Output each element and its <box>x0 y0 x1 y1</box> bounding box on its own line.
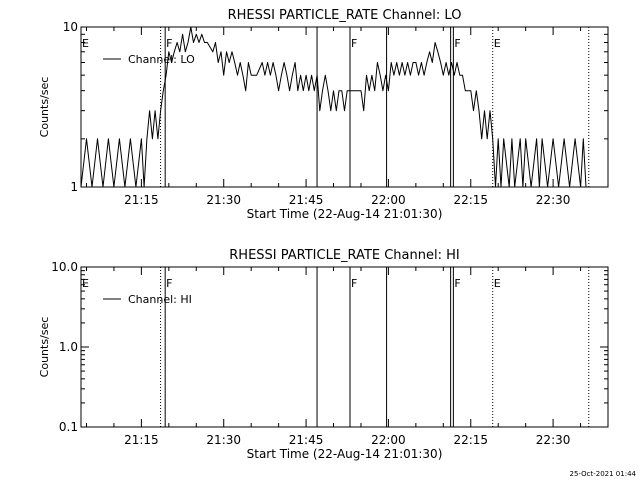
x-axis-label: Start Time (22-Aug-14 21:01:30) <box>247 207 443 221</box>
x-axis-label: Start Time (22-Aug-14 21:01:30) <box>247 447 443 461</box>
legend: Channel: HI <box>103 293 192 306</box>
y-tick-label: 1 <box>70 180 78 194</box>
panel-lo: RHESSI PARTICLE_RATE Channel: LO Counts/s… <box>38 8 609 221</box>
y-axis-label: Counts/sec <box>38 77 51 138</box>
legend-entry: Channel: HI <box>128 293 192 306</box>
y-tick-label: 1.0 <box>59 340 78 354</box>
event-marker-label: E <box>82 37 89 50</box>
y-tick-label: 0.1 <box>59 420 78 434</box>
chart-title: RHESSI PARTICLE_RATE Channel: HI <box>229 248 459 263</box>
x-tick-label: 21:15 <box>124 433 159 447</box>
event-marker-label: F <box>166 37 172 50</box>
event-marker-label: F <box>351 37 357 50</box>
x-tick-label: 21:15 <box>124 193 159 207</box>
panel-hi: RHESSI PARTICLE_RATE Channel: HI Counts/s… <box>38 248 609 461</box>
event-marker-label: F <box>454 277 460 290</box>
event-marker-label: F <box>351 277 357 290</box>
x-tick-label: 22:15 <box>453 433 488 447</box>
event-marker-label: F <box>166 277 172 290</box>
x-tick-label: 21:30 <box>206 193 241 207</box>
legend: Channel: LO <box>103 53 195 66</box>
plot-frame <box>80 26 609 188</box>
x-tick-label: 21:45 <box>289 433 324 447</box>
x-tick-label: 21:45 <box>289 193 324 207</box>
generated-timestamp: 25-Oct-2021 01:44 <box>570 470 637 478</box>
x-tick-label: 21:30 <box>206 433 241 447</box>
x-tick-label: 22:30 <box>536 193 571 207</box>
y-tick-label: 10 <box>63 20 78 34</box>
x-tick-label: 22:00 <box>371 193 406 207</box>
x-tick-label: 22:15 <box>453 193 488 207</box>
x-tick-label: 22:30 <box>536 433 571 447</box>
event-marker-label: E <box>82 277 89 290</box>
event-marker-label: E <box>494 37 501 50</box>
legend-entry: Channel: LO <box>128 53 195 66</box>
event-marker-label: F <box>454 37 460 50</box>
y-axis-label: Counts/sec <box>38 317 51 378</box>
chart-title: RHESSI PARTICLE_RATE Channel: LO <box>228 8 462 23</box>
series-line <box>80 26 587 188</box>
x-tick-label: 22:00 <box>371 433 406 447</box>
y-tick-label: 10.0 <box>51 260 78 274</box>
event-marker-label: E <box>494 277 501 290</box>
